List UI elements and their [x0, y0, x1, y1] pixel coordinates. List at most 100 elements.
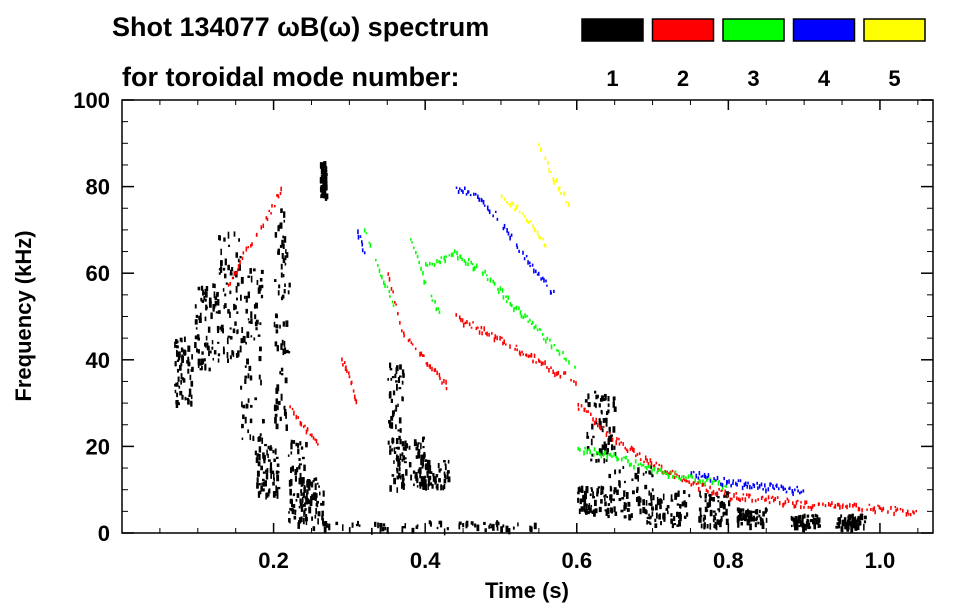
spectral-point: [767, 487, 770, 492]
spectral-point: [415, 446, 419, 451]
spectral-point: [714, 512, 717, 516]
spectral-point: [806, 519, 810, 523]
spectral-point: [275, 387, 279, 394]
spectral-point: [729, 497, 732, 502]
spectral-point: [398, 435, 401, 440]
spectral-point: [701, 474, 704, 478]
spectral-point: [838, 502, 840, 507]
spectral-point: [456, 250, 458, 256]
spectral-point: [674, 493, 678, 500]
y-tick-label: 20: [86, 434, 110, 459]
data-layer: [174, 143, 918, 536]
spectral-point: [279, 416, 282, 422]
spectral-point: [613, 452, 615, 457]
spectral-point: [241, 327, 244, 333]
spectral-point: [278, 284, 281, 289]
spectral-point: [774, 496, 777, 501]
spectral-point: [552, 177, 555, 182]
spectral-point: [280, 367, 284, 372]
spectral-point: [287, 454, 290, 457]
spectral-point: [250, 275, 253, 283]
spectral-point: [651, 488, 654, 492]
spectral-point: [543, 278, 545, 283]
spectral-point: [261, 437, 264, 444]
spectral-point: [695, 482, 698, 486]
spectral-point: [606, 430, 609, 433]
spectral-point: [578, 508, 581, 515]
spectral-point: [584, 407, 586, 410]
spectral-point: [481, 331, 483, 336]
spectral-point: [212, 358, 215, 361]
spectral-point: [254, 302, 258, 309]
spectral-point: [760, 496, 763, 501]
spectral-point: [486, 277, 489, 282]
spectral-point: [378, 268, 381, 273]
spectral-point: [411, 241, 413, 244]
spectral-point: [275, 314, 278, 319]
spectral-point: [266, 492, 269, 498]
spectral-point: [304, 424, 306, 427]
spectral-point: [704, 515, 707, 520]
spectral-point: [717, 481, 720, 486]
spectral-point: [214, 300, 218, 306]
spectral-point: [739, 508, 743, 512]
spectral-point: [442, 485, 445, 491]
spectral-point: [532, 224, 534, 229]
spectral-point: [305, 514, 308, 519]
spectral-point: [259, 433, 262, 437]
spectral-point: [438, 469, 441, 473]
spectral-point: [849, 516, 852, 520]
spectral-point: [238, 264, 241, 271]
spectral-point: [240, 338, 244, 344]
spectral-point: [413, 439, 417, 447]
spectral-point: [263, 457, 266, 461]
spectral-point: [317, 443, 319, 446]
spectral-point: [214, 283, 216, 289]
spectral-point: [577, 446, 580, 451]
spectral-point: [389, 445, 392, 449]
spectral-point: [396, 475, 399, 480]
spectral-point: [577, 497, 580, 503]
spectral-point: [289, 518, 291, 524]
spectral-point: [227, 358, 229, 363]
spectral-point: [305, 429, 308, 435]
spectral-point: [525, 254, 528, 258]
spectral-point: [475, 263, 478, 269]
spectral-point: [778, 500, 781, 506]
spectral-point: [909, 513, 912, 517]
spectral-point: [276, 463, 280, 467]
spectral-point: [799, 491, 801, 495]
spectral-point: [301, 478, 304, 483]
spectral-point: [718, 508, 721, 513]
spectral-point: [395, 380, 398, 383]
spectral-point: [201, 358, 205, 364]
spectral-point: [765, 488, 767, 494]
spectral-point: [467, 258, 470, 262]
spectral-point: [321, 517, 324, 525]
spectral-point: [628, 463, 631, 467]
spectral-point: [205, 304, 208, 311]
spectral-point: [388, 362, 392, 369]
spectral-point: [277, 225, 280, 232]
spectral-point: [741, 497, 744, 501]
spectral-point: [765, 517, 768, 523]
spectral-point: [300, 516, 303, 522]
spectral-point: [236, 282, 240, 287]
spectral-point: [685, 476, 687, 480]
spectral-point: [275, 405, 279, 411]
spectral-point: [444, 464, 447, 471]
spectral-point: [325, 177, 328, 181]
spectral-point: [420, 459, 423, 466]
spectral-point: [419, 473, 422, 479]
spectral-point: [858, 507, 861, 512]
spectral-point: [506, 200, 508, 204]
spectral-point: [793, 521, 796, 527]
spectral-point: [850, 521, 853, 527]
spectral-point: [458, 523, 461, 530]
spectral-point: [605, 432, 608, 437]
spectral-point: [426, 459, 429, 467]
spectral-point: [654, 518, 657, 523]
legend-swatch-2: [651, 18, 715, 42]
spectral-point: [602, 418, 606, 423]
spectral-point: [280, 263, 283, 270]
